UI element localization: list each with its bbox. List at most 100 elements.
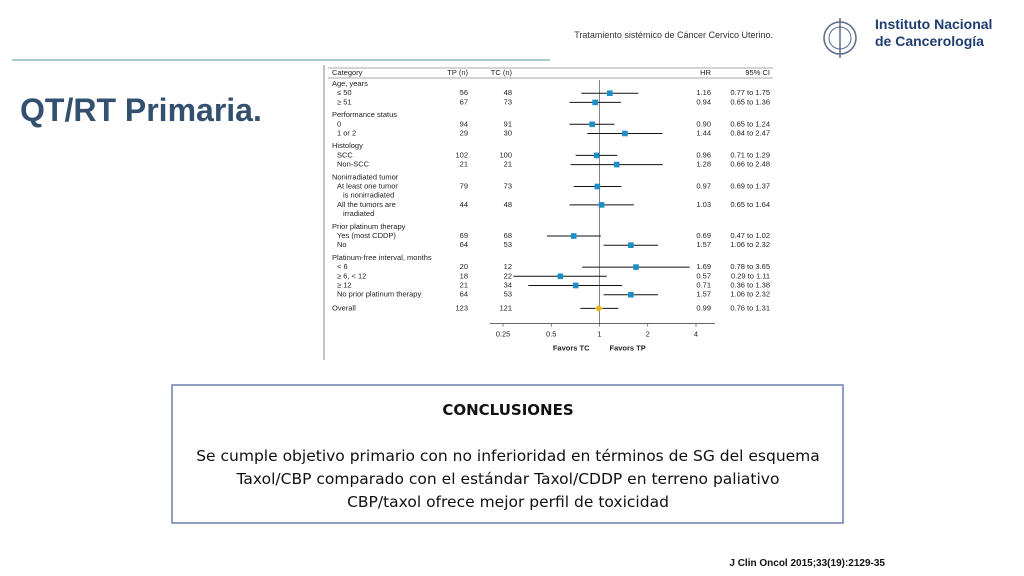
row-label: ≥ 12 xyxy=(337,280,352,289)
tc-n: 12 xyxy=(504,262,512,271)
ci-label: 1.06 to 2.32 xyxy=(730,290,770,299)
row-label: At least one tumor xyxy=(337,181,398,190)
row-label: < 6 xyxy=(337,262,348,271)
hr-point xyxy=(628,242,634,248)
hr-label: 0.90 xyxy=(696,119,711,128)
tp-n: 44 xyxy=(460,200,468,209)
ci-label: 0.29 to 1.11 xyxy=(731,271,770,280)
x-tick-label: 0.5 xyxy=(546,330,556,339)
tc-n: 53 xyxy=(504,240,512,249)
logo xyxy=(823,18,857,58)
hr-label: 0.94 xyxy=(696,97,711,106)
logo-text: de Cancerología xyxy=(875,33,984,49)
x-label-left: Favors TC xyxy=(553,344,590,353)
row-label: 0 xyxy=(337,119,341,128)
tc-n: 121 xyxy=(499,303,512,312)
citation: J Clin Oncol 2015;33(19):2129-35 xyxy=(729,558,885,569)
ci-label: 0.77 to 1.75 xyxy=(730,88,770,97)
row-label: All the tumors are xyxy=(337,200,396,209)
ci-label: 0.66 to 2.48 xyxy=(730,160,770,169)
row-label: Non-SCC xyxy=(337,160,370,169)
ci-label: 1.06 to 2.32 xyxy=(730,240,770,249)
hr-point xyxy=(633,264,639,270)
ci-label: 0.69 to 1.37 xyxy=(730,181,770,190)
row-label: irradiated xyxy=(343,209,374,218)
ci-label: 0.36 to 1.38 xyxy=(730,280,770,289)
hr-label: 0.57 xyxy=(696,271,711,280)
tp-n: 64 xyxy=(460,240,468,249)
hr-point xyxy=(598,202,605,208)
hr-point xyxy=(613,161,620,168)
conclusions-line: Taxol/CBP comparado con el estándar Taxo… xyxy=(236,470,780,488)
hr-point xyxy=(572,282,579,289)
group-label: Nonirradiated tumor xyxy=(332,172,399,181)
ci-label: 0.65 to 1.24 xyxy=(730,119,770,128)
tp-n: 29 xyxy=(460,128,468,137)
tc-n: 53 xyxy=(504,290,512,299)
row-label: Yes (most CDDP) xyxy=(337,231,396,240)
hr-label: 0.97 xyxy=(696,181,711,190)
group-label: Platinum-free interval, months xyxy=(332,253,432,262)
tc-n: 100 xyxy=(499,150,512,159)
ci-label: 0.84 to 2.47 xyxy=(730,128,770,137)
row-label: is nonirradiated xyxy=(343,191,394,200)
hr-label: 1.57 xyxy=(696,240,711,249)
tp-n: 69 xyxy=(460,231,468,240)
tp-n: 64 xyxy=(460,290,468,299)
group-label: Performance status xyxy=(332,110,397,119)
tc-n: 48 xyxy=(504,200,512,209)
conclusions-line: CBP/taxol ofrece mejor perfil de toxicid… xyxy=(347,493,669,511)
tc-n: 91 xyxy=(504,119,512,128)
x-tick-label: 1 xyxy=(597,330,601,339)
tc-n: 48 xyxy=(504,88,512,97)
tp-n: 123 xyxy=(455,303,468,312)
column-header: HR xyxy=(700,68,711,77)
hr-point xyxy=(593,152,600,159)
ci-label: 0.47 to 1.02 xyxy=(730,231,770,240)
tc-n: 73 xyxy=(504,181,512,190)
hr-label: 1.69 xyxy=(696,262,711,271)
tc-n: 34 xyxy=(504,280,512,289)
hr-label: 0.71 xyxy=(696,280,711,289)
column-header: 95% CI xyxy=(745,68,770,77)
group-label: Age, years xyxy=(332,79,368,88)
overall-diamond xyxy=(594,304,603,312)
hr-label: 1.57 xyxy=(696,290,711,299)
x-tick-label: 2 xyxy=(646,330,650,339)
x-tick-label: 4 xyxy=(694,330,698,339)
hr-point xyxy=(622,130,628,137)
tc-n: 22 xyxy=(504,271,512,280)
hr-label: 1.16 xyxy=(696,88,711,97)
group-label: Prior platinum therapy xyxy=(332,222,406,231)
tp-n: 21 xyxy=(460,280,468,289)
tc-n: 68 xyxy=(504,231,512,240)
row-label: No xyxy=(337,240,347,249)
row-label: No prior platinum therapy xyxy=(337,290,421,299)
tc-n: 73 xyxy=(504,97,512,106)
tp-n: 18 xyxy=(460,271,468,280)
column-header: TC (n) xyxy=(491,68,513,77)
subtitle: Tratamiento sistémico de Cáncer Cervico … xyxy=(574,30,773,40)
tp-n: 20 xyxy=(460,262,468,271)
tp-n: 67 xyxy=(460,97,468,106)
hr-point xyxy=(594,183,601,190)
ci-label: 0.65 to 1.64 xyxy=(730,200,770,209)
row-label: ≥ 6, < 12 xyxy=(337,271,366,280)
slide-title: QT/RT Primaria. xyxy=(20,92,262,128)
tp-n: 79 xyxy=(460,181,468,190)
row-label: SCC xyxy=(337,150,353,159)
ci-label: 0.71 to 1.29 xyxy=(730,150,770,159)
tc-n: 30 xyxy=(504,128,512,137)
row-label: ≥ 51 xyxy=(337,97,352,106)
column-header: Category xyxy=(332,68,363,77)
conclusions-heading: CONCLUSIONES xyxy=(442,401,573,419)
hr-point xyxy=(607,90,613,96)
tp-n: 21 xyxy=(460,160,468,169)
logo-text: Instituto Nacional xyxy=(875,16,992,32)
group-label: Histology xyxy=(332,141,363,150)
hr-label: 1.44 xyxy=(696,128,711,137)
hr-point xyxy=(589,121,595,128)
hr-label: 0.99 xyxy=(696,303,711,312)
